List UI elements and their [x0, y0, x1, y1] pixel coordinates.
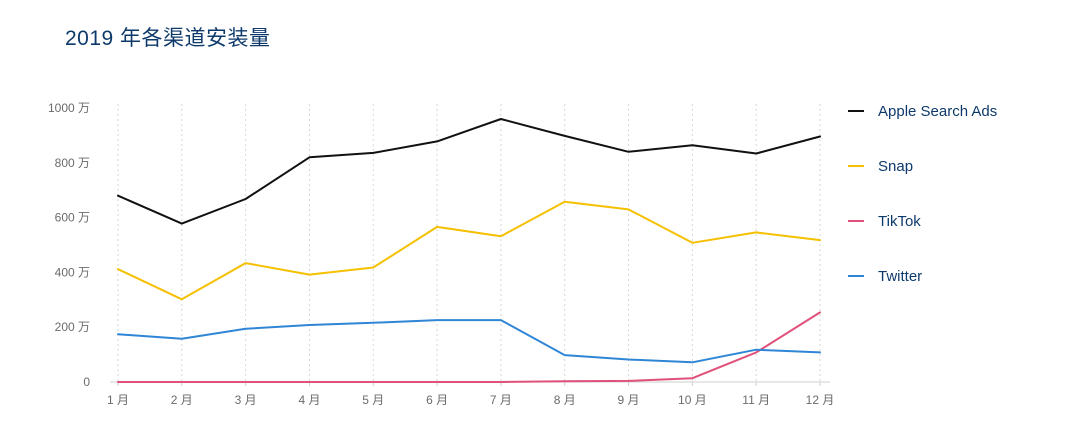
- legend-label: Twitter: [878, 268, 922, 285]
- legend-item-apple-search-ads[interactable]: Apple Search Ads: [848, 103, 997, 120]
- x-tick-label: 9 月: [618, 393, 640, 407]
- y-tick-label: 600 万: [55, 211, 90, 225]
- x-tick-label: 6 月: [426, 393, 448, 407]
- legend-label: TikTok: [878, 213, 921, 230]
- series-line-twitter: [117, 319, 821, 364]
- series-line-apple-search-ads: [117, 118, 821, 225]
- y-tick-label: 1000 万: [48, 101, 90, 115]
- x-tick-label: 10 月: [678, 393, 707, 407]
- x-tick-label: 8 月: [554, 393, 576, 407]
- y-tick-label: 800 万: [55, 156, 90, 170]
- y-tick-label: 0: [83, 375, 90, 389]
- x-tick-label: 4 月: [298, 393, 320, 407]
- series-lines: [117, 118, 821, 383]
- legend-item-tiktok[interactable]: TikTok: [848, 213, 921, 230]
- x-tick-label: 5 月: [362, 393, 384, 407]
- y-tick-label: 200 万: [55, 320, 90, 334]
- y-tick-label: 400 万: [55, 265, 90, 279]
- x-tick-label: 3 月: [235, 393, 257, 407]
- legend-label: Snap: [878, 158, 913, 175]
- x-tick-label: 1 月: [107, 393, 129, 407]
- x-tick-label: 12 月: [806, 393, 835, 407]
- y-axis-tick-labels: 0 200 万 400 万 600 万 800 万 1000 万: [48, 101, 90, 389]
- x-tick-label: 11 月: [742, 393, 770, 407]
- x-tick-label: 2 月: [171, 393, 193, 407]
- grid-lines: [117, 104, 821, 382]
- x-tick-label: 7 月: [490, 393, 512, 407]
- legend-item-twitter[interactable]: Twitter: [848, 268, 922, 285]
- legend-label: Apple Search Ads: [878, 103, 997, 120]
- chart-title: 2019 年各渠道安装量: [65, 27, 271, 50]
- legend[interactable]: Apple Search Ads Snap TikTok Twitter: [848, 103, 997, 285]
- x-axis-tick-labels: 1 月 2 月 3 月 4 月 5 月 6 月 7 月 8 月 9 月 10 月 11 月 12 月: [107, 393, 834, 407]
- legend-item-snap[interactable]: Snap: [848, 158, 913, 175]
- series-line-tiktok: [117, 311, 821, 383]
- series-line-snap: [117, 200, 821, 301]
